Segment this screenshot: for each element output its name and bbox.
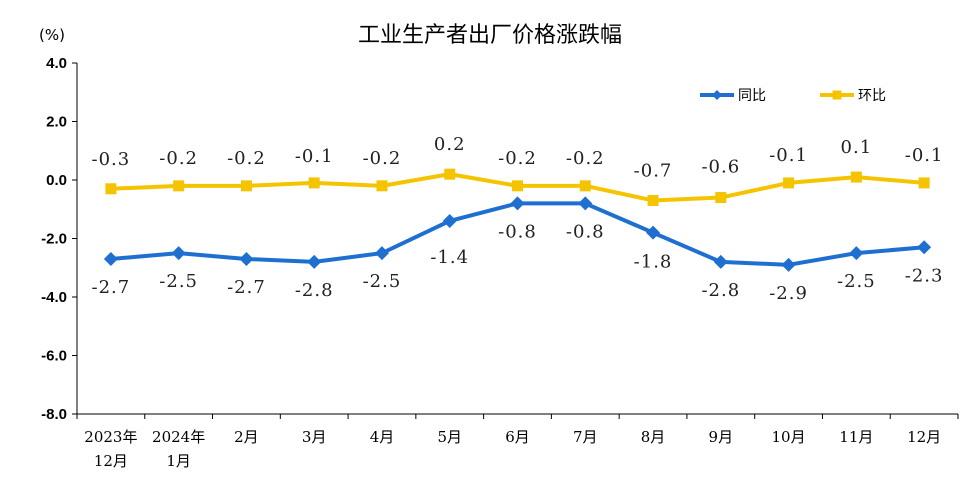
y-tick-label: -4.0	[41, 289, 67, 306]
data-label: -1.4	[430, 247, 469, 268]
legend-marker	[712, 90, 722, 100]
data-label: -0.7	[634, 160, 673, 181]
data-label: -2.5	[837, 271, 876, 292]
data-label: -2.7	[227, 277, 266, 298]
data-point	[646, 225, 661, 240]
data-point	[783, 177, 795, 189]
data-labels: -2.7 -2.5 -2.7 -2.8 -2.5 -1.4 -0.8 -0.8 -1.8 -2.8…	[92, 134, 944, 304]
x-tick-label: 3月	[302, 428, 327, 446]
x-tick-label: 6月	[505, 428, 530, 446]
data-label: -0.2	[159, 148, 198, 169]
x-tick-label: 4月	[370, 428, 395, 446]
legend: 同比 环比	[700, 88, 886, 104]
data-label: -1.8	[634, 252, 673, 273]
y-tick-label: 2.0	[46, 114, 67, 131]
data-label: -0.6	[701, 157, 740, 178]
data-point	[105, 183, 117, 195]
x-tick-label: 12月	[907, 428, 941, 446]
data-point	[578, 196, 593, 211]
data-label: -2.5	[159, 271, 198, 292]
x-tick-label: 1月	[166, 452, 191, 470]
data-label: -0.1	[295, 146, 334, 167]
data-label: -2.5	[363, 271, 402, 292]
series-lines	[103, 168, 932, 272]
x-tick-label: 2023年	[84, 428, 137, 446]
data-point	[239, 251, 254, 266]
data-label: -2.3	[905, 265, 944, 286]
x-tick-label: 9月	[709, 428, 734, 446]
data-label: 0.1	[841, 137, 873, 158]
data-point	[510, 196, 525, 211]
data-point	[240, 180, 252, 192]
y-tick-label: -2.0	[41, 231, 67, 248]
data-point	[918, 177, 930, 189]
x-tick-label: 8月	[641, 428, 666, 446]
x-tick-label: 2月	[234, 428, 259, 446]
chart-title: 工业生产者出厂价格涨跌幅	[358, 23, 622, 48]
data-label: -2.9	[769, 283, 808, 304]
data-label: -0.2	[566, 148, 605, 169]
data-label: -0.8	[566, 221, 605, 242]
legend-label: 环比	[858, 88, 886, 104]
legend-marker	[832, 90, 842, 100]
data-point	[103, 251, 118, 266]
axes: 4.0 2.0 0.0 -2.0 -4.0 -6.0 -8.0 2023年 12月 2024年 1月…	[41, 55, 959, 470]
data-point	[849, 246, 864, 261]
data-label: -0.2	[498, 148, 537, 169]
x-tick-label: 5月	[437, 428, 462, 446]
data-label: -2.7	[92, 277, 131, 298]
data-point	[307, 254, 322, 269]
data-label: -0.2	[363, 148, 402, 169]
data-point	[781, 257, 796, 272]
data-point	[715, 192, 727, 204]
x-tick-label: 2024年	[152, 428, 205, 446]
data-label: -0.2	[227, 148, 266, 169]
x-tick-label: 12月	[94, 452, 128, 470]
data-point	[512, 180, 523, 192]
data-point	[850, 171, 862, 183]
data-label: -0.8	[498, 221, 537, 242]
x-tick-label: 10月	[772, 428, 806, 446]
y-tick-label: 0.0	[46, 172, 67, 189]
data-label: -0.1	[769, 145, 808, 166]
data-point	[442, 213, 457, 228]
data-point	[376, 180, 388, 192]
data-point	[713, 254, 728, 269]
x-tick-label: 11月	[839, 428, 873, 446]
y-tick-label: -6.0	[41, 348, 67, 365]
data-label: -0.1	[905, 145, 944, 166]
data-label: -0.3	[92, 149, 131, 170]
y-tick-label: 4.0	[46, 55, 67, 72]
data-point	[647, 194, 659, 206]
data-point	[308, 177, 320, 189]
data-point	[579, 180, 591, 192]
data-point	[171, 246, 186, 261]
data-label: -2.8	[295, 280, 334, 301]
y-tick-label: -8.0	[41, 406, 67, 423]
data-label: -2.8	[701, 280, 740, 301]
data-point	[917, 240, 932, 255]
y-axis-unit: (%)	[39, 26, 65, 44]
data-point	[374, 246, 389, 261]
data-point	[173, 180, 185, 192]
data-point	[444, 168, 456, 180]
x-tick-label: 7月	[573, 428, 598, 446]
legend-label: 同比	[738, 88, 766, 104]
data-label: 0.2	[434, 134, 466, 155]
